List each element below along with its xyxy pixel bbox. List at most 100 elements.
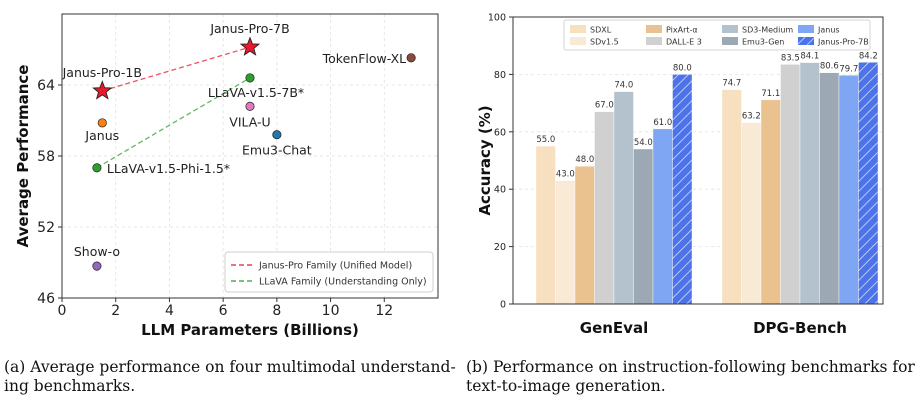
point-label-show-o: Show-o: [74, 244, 120, 259]
point-emu3-chat: [272, 130, 282, 140]
series-line-llava-family-understanding-only: [96, 77, 251, 169]
bar-value-label: 74.7: [722, 79, 741, 89]
bar-geneval-emu3-gen: [633, 148, 654, 305]
point-label-vila-u: VILA-U: [229, 114, 270, 129]
bar-dpg-bench-sdv1-5: [741, 122, 762, 305]
y-tick-label: 0: [500, 300, 506, 311]
legend-label: SDv1.5: [590, 38, 619, 47]
x-category-label-geneval: GenEval: [580, 319, 648, 337]
bar-value-label: 83.5: [781, 53, 800, 63]
bar-value-label: 55.0: [536, 135, 555, 145]
legend-swatch: [646, 37, 662, 45]
point-label-tokenflow-xl: TokenFlow-XL: [322, 51, 407, 66]
bar-value-label: 61.0: [653, 118, 672, 128]
legend-label: Emu3-Gen: [742, 38, 784, 47]
x-tick-label: 6: [219, 303, 228, 319]
bar-value-label: 54.0: [634, 138, 653, 148]
x-axis-label: LLM Parameters (Billions): [141, 321, 359, 339]
bar-dpg-bench-janus: [838, 75, 859, 305]
bar-dpg-bench-dall-e-3: [780, 64, 801, 305]
legend-label: LLaVA Family (Understanding Only): [259, 277, 427, 288]
plot-frame: [512, 16, 884, 305]
point-tokenflow-xl: [406, 53, 416, 63]
bar-value-label: 63.2: [742, 112, 761, 122]
bar-value-label: 43.0: [556, 170, 575, 180]
y-tick-label: 20: [494, 242, 506, 253]
y-tick-label: 58: [37, 149, 55, 165]
x-category-label-dpg-bench: DPG-Bench: [753, 319, 847, 337]
point-label-llava-v1-5-7b: LLaVA-v1.5-7B*: [208, 85, 304, 100]
bar-dpg-bench-janus-pro-7b: [858, 62, 879, 305]
legend-swatch: [722, 37, 738, 45]
bar-value-label: 74.0: [614, 81, 633, 91]
legend-label: DALL-E 3: [666, 38, 702, 47]
point-label-janus-pro-7b: Janus-Pro-7B: [209, 21, 289, 36]
bar-value-label: 48.0: [575, 155, 594, 165]
point-label-llava-v1-5-phi-1-5: LLaVA-v1.5-Phi-1.5*: [107, 161, 230, 176]
bar-value-label: 84.2: [859, 51, 878, 61]
legend-label: Janus-Pro Family (Unified Model): [258, 261, 412, 272]
point-label-janus: Janus: [84, 128, 119, 143]
x-tick-label: 8: [272, 303, 281, 319]
legend-box: [224, 251, 434, 293]
bar-geneval-pixart: [574, 165, 595, 305]
bar-value-label: 79.7: [839, 64, 858, 74]
y-axis-label: Average Performance: [14, 65, 32, 248]
legend-label: SDXL: [590, 26, 612, 35]
bar-value-label: 80.6: [820, 62, 839, 72]
x-tick-label: 4: [165, 303, 174, 319]
bar-geneval-sd3-medium: [613, 91, 634, 305]
legend-swatch: [646, 25, 662, 33]
legend-label: Janus-Pro-7B: [817, 38, 869, 47]
y-tick-label: 80: [494, 70, 506, 81]
bar-geneval-dall-e-3: [594, 111, 615, 305]
y-tick-label: 46: [37, 291, 55, 307]
legend-swatch: [798, 25, 814, 33]
x-tick-label: 0: [58, 303, 67, 319]
bar-value-label: 67.0: [595, 101, 614, 111]
caption-a: (a) Average performance on four multimod…: [4, 358, 456, 395]
bar-dpg-bench-sdxl: [721, 89, 742, 305]
bar-geneval-sdv1-5: [555, 180, 576, 305]
caption-b: (b) Performance on instruction-following…: [466, 358, 915, 395]
legend-swatch: [798, 37, 814, 45]
bar-geneval-sdxl: [535, 145, 556, 305]
chart-instruction-following: 55.0 43.048.0 67.074.0 54.061.0 80.0 GenEval 7…: [476, 13, 884, 337]
point-label-emu3-chat: Emu3-Chat: [242, 143, 312, 158]
y-tick-label: 40: [494, 185, 506, 196]
legend-swatch: [570, 25, 586, 33]
legend-label: PixArt-α: [666, 26, 698, 35]
bar-value-label: 71.1: [761, 89, 780, 99]
point-janus: [97, 118, 107, 128]
point-show-o: [92, 261, 102, 271]
legend-box: [563, 19, 871, 51]
legend-label: Janus: [817, 26, 840, 35]
bar-geneval-janus: [652, 128, 673, 305]
legend-swatch: [570, 37, 586, 45]
x-tick-label: 10: [322, 303, 340, 319]
bar-dpg-bench-pixart: [760, 99, 781, 305]
point-janus-pro-7b: [239, 36, 261, 56]
x-tick-label: 12: [375, 303, 393, 319]
y-tick-label: 60: [494, 127, 506, 138]
bar-value-label: 84.1: [800, 52, 819, 62]
bar-dpg-bench-sd3-medium: [799, 62, 820, 305]
point-llava-v1-5-7b: [245, 73, 255, 83]
y-tick-label: 100: [488, 13, 506, 24]
point-janus-pro-1b: [92, 80, 113, 100]
point-llava-v1-5-phi-1-5: [92, 163, 102, 173]
y-tick-label: 64: [37, 78, 55, 94]
y-tick-label: 52: [37, 220, 55, 236]
series-line-janus-pro-family-unified-model: [102, 46, 251, 92]
bar-value-label: 80.0: [673, 63, 692, 73]
bar-dpg-bench-emu3-gen: [819, 72, 840, 305]
point-label-janus-pro-1b: Janus-Pro-1B: [62, 65, 142, 80]
legend-label: SD3-Medium: [742, 26, 793, 35]
bar-geneval-janus-pro-7b: [672, 74, 693, 305]
point-vila-u: [245, 101, 255, 111]
x-tick-label: 2: [111, 303, 120, 319]
y-axis-label: Accuracy (%): [476, 105, 494, 215]
legend-swatch: [722, 25, 738, 33]
